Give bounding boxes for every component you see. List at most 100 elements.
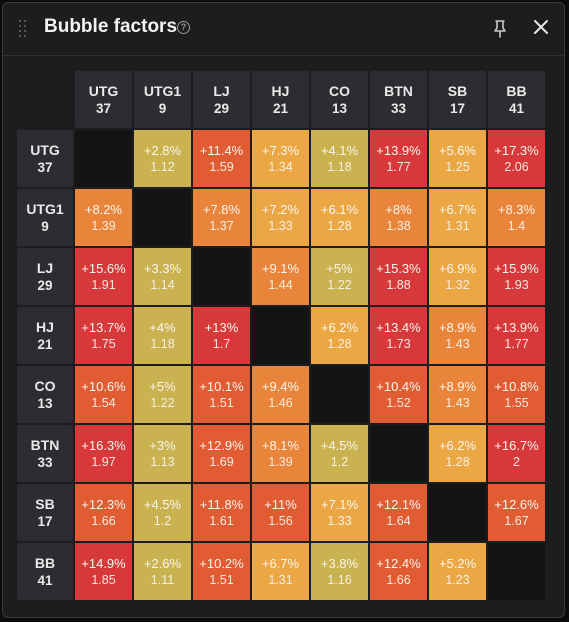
matrix-cell[interactable]: +4% 1.18 <box>134 307 191 364</box>
matrix-cell[interactable]: +6.7% 1.31 <box>429 189 486 246</box>
row-header-lj: LJ 29 <box>17 248 73 305</box>
row-header-btn: BTN 33 <box>17 425 73 482</box>
column-header-bb: BB 41 <box>488 71 545 128</box>
matrix-cell[interactable]: +7.8% 1.37 <box>193 189 250 246</box>
matrix-cell[interactable]: +10.4% 1.52 <box>370 366 427 423</box>
close-icon[interactable] <box>531 17 551 37</box>
cell-bubble-factor: 1.4 <box>507 218 526 233</box>
matrix-cell[interactable]: +5.2% 1.23 <box>429 543 486 600</box>
cell-bubble-factor: 1.13 <box>150 454 175 469</box>
column-header-stack: 33 <box>390 100 407 116</box>
row-header-position: UTG <box>30 141 60 158</box>
cell-bubble-factor: 1.54 <box>91 395 116 410</box>
cell-bubble-factor: 1.75 <box>91 336 116 351</box>
matrix-cell[interactable]: +13.4% 1.73 <box>370 307 427 364</box>
matrix-cell[interactable]: +10.6% 1.54 <box>75 366 132 423</box>
matrix-cell[interactable]: +11.8% 1.61 <box>193 484 250 541</box>
matrix-cell[interactable]: +10.2% 1.51 <box>193 543 250 600</box>
matrix-cell[interactable]: +8.9% 1.43 <box>429 366 486 423</box>
matrix-cell[interactable]: +8.9% 1.43 <box>429 307 486 364</box>
cell-bubble-factor: 1.33 <box>327 513 352 528</box>
matrix-cell-empty <box>370 425 427 482</box>
cell-percentage: +12.3% <box>81 496 126 512</box>
matrix-cell[interactable]: +10.8% 1.55 <box>488 366 545 423</box>
matrix-cell[interactable]: +8.2% 1.39 <box>75 189 132 246</box>
matrix-cell[interactable]: +2.6% 1.11 <box>134 543 191 600</box>
matrix-cell[interactable]: +12.4% 1.66 <box>370 543 427 600</box>
matrix-cell[interactable]: +13.7% 1.75 <box>75 307 132 364</box>
matrix-cell[interactable]: +3% 1.13 <box>134 425 191 482</box>
cell-percentage: +3.3% <box>143 260 182 276</box>
row-header-utg1: UTG1 9 <box>17 189 73 246</box>
matrix-cell[interactable]: +12.1% 1.64 <box>370 484 427 541</box>
cell-bubble-factor: 1.23 <box>445 572 470 587</box>
cell-percentage: +5.2% <box>438 555 477 571</box>
matrix-cell[interactable]: +12.9% 1.69 <box>193 425 250 482</box>
cell-percentage: +2.8% <box>143 142 182 158</box>
matrix-cell[interactable]: +10.1% 1.51 <box>193 366 250 423</box>
cell-percentage: +13.4% <box>376 319 421 335</box>
matrix-cell[interactable]: +8.3% 1.4 <box>488 189 545 246</box>
matrix-cell[interactable]: +13.9% 1.77 <box>488 307 545 364</box>
matrix-cell[interactable]: +2.8% 1.12 <box>134 130 191 187</box>
matrix-cell[interactable]: +4.5% 1.2 <box>134 484 191 541</box>
cell-bubble-factor: 1.22 <box>327 277 352 292</box>
cell-bubble-factor: 1.51 <box>209 572 234 587</box>
column-header-sb: SB 17 <box>429 71 486 128</box>
matrix-cell[interactable]: +11.4% 1.59 <box>193 130 250 187</box>
cell-percentage: +16.7% <box>494 437 539 453</box>
cell-bubble-factor: 1.39 <box>91 218 116 233</box>
matrix-cell[interactable]: +9.4% 1.46 <box>252 366 309 423</box>
cell-bubble-factor: 1.31 <box>268 572 293 587</box>
cell-bubble-factor: 1.2 <box>153 513 172 528</box>
cell-percentage: +8.2% <box>84 201 123 217</box>
row-header-utg: UTG 37 <box>17 130 73 187</box>
matrix-cell[interactable]: +17.3% 2.06 <box>488 130 545 187</box>
matrix-cell[interactable]: +3.8% 1.16 <box>311 543 368 600</box>
cell-percentage: +8% <box>385 201 412 217</box>
cell-bubble-factor: 1.43 <box>445 336 470 351</box>
matrix-cell[interactable]: +6.1% 1.28 <box>311 189 368 246</box>
column-header-stack: 9 <box>158 100 167 116</box>
cell-percentage: +8.1% <box>261 437 300 453</box>
matrix-cell[interactable]: +13.9% 1.77 <box>370 130 427 187</box>
cell-bubble-factor: 1.2 <box>330 454 349 469</box>
matrix-corner <box>17 71 73 128</box>
matrix-cell[interactable]: +7.1% 1.33 <box>311 484 368 541</box>
pin-icon[interactable] <box>492 19 508 39</box>
matrix-cell[interactable]: +9.1% 1.44 <box>252 248 309 305</box>
matrix-cell[interactable]: +7.2% 1.33 <box>252 189 309 246</box>
column-header-stack: 13 <box>331 100 348 116</box>
row-header-co: CO 13 <box>17 366 73 423</box>
matrix-cell[interactable]: +7.3% 1.34 <box>252 130 309 187</box>
matrix-cell[interactable]: +3.3% 1.14 <box>134 248 191 305</box>
matrix-cell[interactable]: +11% 1.56 <box>252 484 309 541</box>
matrix-cell[interactable]: +15.6% 1.91 <box>75 248 132 305</box>
matrix-cell[interactable]: +4.5% 1.2 <box>311 425 368 482</box>
matrix-cell[interactable]: +6.2% 1.28 <box>429 425 486 482</box>
cell-bubble-factor: 1.51 <box>209 395 234 410</box>
matrix-cell[interactable]: +6.2% 1.28 <box>311 307 368 364</box>
matrix-cell[interactable]: +13% 1.7 <box>193 307 250 364</box>
matrix-cell[interactable]: +4.1% 1.18 <box>311 130 368 187</box>
matrix-cell[interactable]: +15.9% 1.93 <box>488 248 545 305</box>
cell-percentage: +6.7% <box>261 555 300 571</box>
matrix-cell[interactable]: +6.7% 1.31 <box>252 543 309 600</box>
matrix-cell[interactable]: +5.6% 1.25 <box>429 130 486 187</box>
matrix-cell[interactable]: +16.7% 2 <box>488 425 545 482</box>
matrix-cell[interactable]: +14.9% 1.85 <box>75 543 132 600</box>
matrix-cell[interactable]: +16.3% 1.97 <box>75 425 132 482</box>
matrix-cell[interactable]: +5% 1.22 <box>134 366 191 423</box>
matrix-cell[interactable]: +8.1% 1.39 <box>252 425 309 482</box>
row-header-stack: 33 <box>37 454 53 470</box>
cell-bubble-factor: 1.52 <box>386 395 411 410</box>
matrix-cell[interactable]: +12.6% 1.67 <box>488 484 545 541</box>
drag-handle-icon[interactable] <box>19 20 27 38</box>
matrix-cell[interactable]: +8% 1.38 <box>370 189 427 246</box>
cell-percentage: +16.3% <box>81 437 126 453</box>
matrix-cell[interactable]: +5% 1.22 <box>311 248 368 305</box>
matrix-cell[interactable]: +12.3% 1.66 <box>75 484 132 541</box>
matrix-cell[interactable]: +6.9% 1.32 <box>429 248 486 305</box>
question-circle-icon[interactable]: ? <box>177 21 190 34</box>
matrix-cell[interactable]: +15.3% 1.88 <box>370 248 427 305</box>
